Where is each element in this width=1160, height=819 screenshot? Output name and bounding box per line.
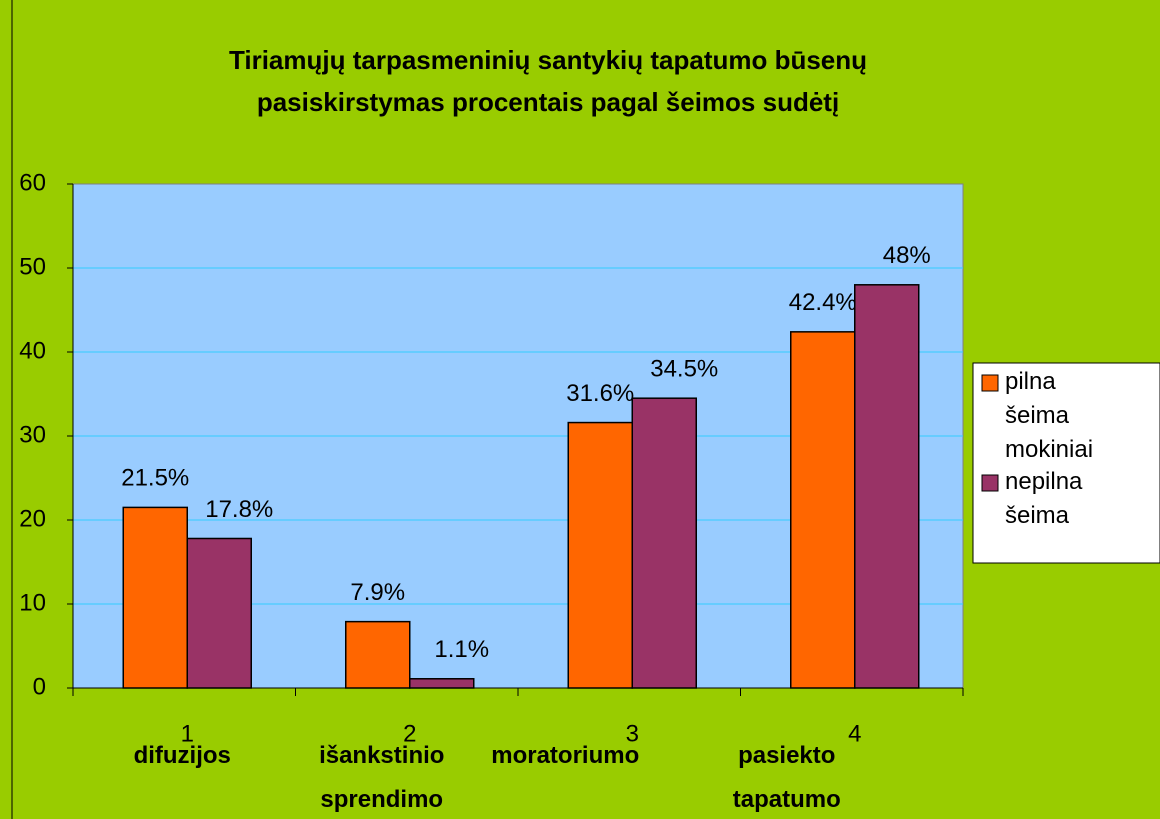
bar (122, 506, 188, 689)
x-tick-label: 3 (626, 720, 639, 747)
data-label: 48% (883, 242, 931, 269)
bar (854, 284, 920, 689)
bar (631, 397, 697, 689)
bar (790, 331, 856, 689)
legend-swatch (981, 374, 999, 392)
bar (409, 678, 475, 689)
chart-title: pasiskirstymas procentais pagal šeimos s… (257, 87, 839, 117)
chart-title: Tiriamųjų tarpasmeninių santykių tapatum… (229, 45, 867, 75)
bar (186, 537, 252, 689)
bar (345, 620, 411, 689)
legend-swatch (981, 474, 999, 492)
legend-label: pilna šeima mokiniai (1005, 368, 1093, 463)
data-label: 17.8% (205, 496, 273, 523)
data-label: 1.1% (434, 636, 489, 663)
category-name: išankstinio sprendimo (319, 742, 444, 813)
y-tick-label: 10 (19, 589, 46, 616)
legend-box (972, 362, 1160, 564)
data-label: 7.9% (350, 579, 405, 606)
x-tick-label: 1 (181, 720, 194, 747)
data-label: 31.6% (566, 380, 634, 407)
bar (567, 421, 633, 689)
category-name: difuzijos (134, 742, 231, 769)
x-tick-label: 4 (848, 720, 861, 747)
category-name: moratoriumo (491, 742, 639, 769)
data-label: 34.5% (650, 356, 718, 383)
legend-label: nepilna šeima (1005, 468, 1083, 529)
data-label: 21.5% (121, 465, 189, 492)
y-tick-label: 50 (19, 253, 46, 280)
category-name: pasiekto tapatumo (733, 742, 841, 813)
data-label: 42.4% (789, 289, 857, 316)
y-tick-label: 0 (33, 673, 46, 700)
y-tick-label: 20 (19, 505, 46, 532)
y-tick-label: 30 (19, 421, 46, 448)
x-tick-label: 2 (403, 720, 416, 747)
y-tick-label: 60 (19, 169, 46, 196)
y-tick-label: 40 (19, 337, 46, 364)
